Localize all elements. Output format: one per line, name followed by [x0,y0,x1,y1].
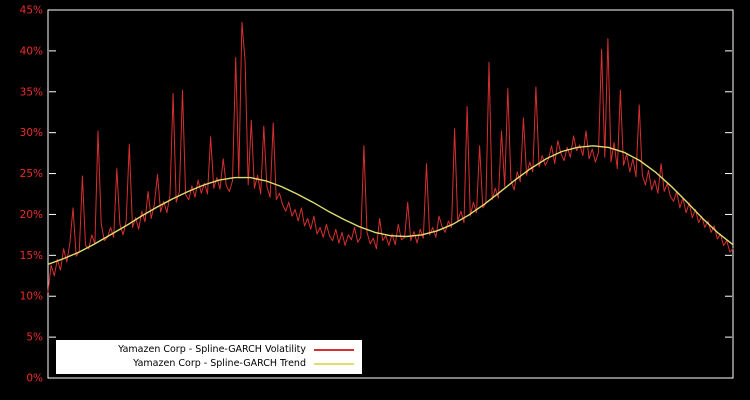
y-tick-label: 35% [20,86,43,98]
volatility-line [47,21,734,293]
legend-line-sample-volatility [314,348,354,351]
legend-label-trend: Yamazen Corp - Spline-GARCH Trend [133,358,306,369]
legend-label-volatility: Yamazen Corp - Spline-GARCH Volatility [118,344,306,355]
trend-line [47,145,734,265]
y-tick-label: 20% [20,209,43,221]
legend-line-sample-trend [314,362,354,365]
y-tick-label: 25% [20,168,43,180]
y-tick-label: 40% [20,45,43,57]
y-tick-label: 5% [26,332,43,344]
legend-item-trend: Yamazen Corp - Spline-GARCH Trend [64,357,354,370]
y-tick-label: 0% [26,373,43,385]
y-tick-label: 10% [20,291,43,303]
plot-frame [47,9,734,379]
legend-item-volatility: Yamazen Corp - Spline-GARCH Volatility [64,343,354,356]
y-tick-label: 15% [20,250,43,262]
legend: Yamazen Corp - Spline-GARCH Volatility Y… [56,340,362,374]
y-tick-label: 45% [20,5,43,17]
y-tick-label: 30% [20,127,43,139]
